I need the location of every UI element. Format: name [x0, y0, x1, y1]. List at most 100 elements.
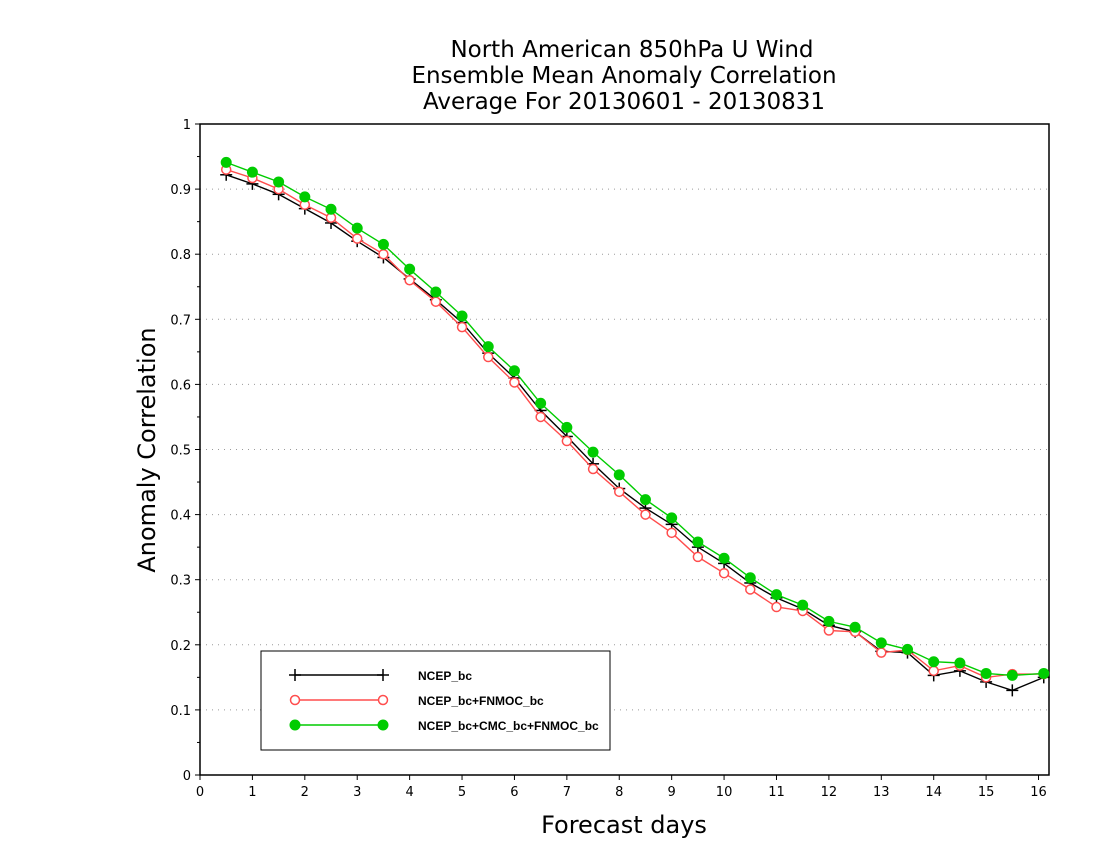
x-tick-label: 12 — [821, 785, 838, 800]
data-point — [797, 599, 809, 611]
data-point — [928, 665, 939, 677]
chart-title-line-3: Average For 20130601 - 20130831 — [423, 89, 825, 115]
data-point — [954, 657, 966, 669]
x-tick-label: 16 — [1030, 785, 1047, 800]
data-point — [351, 222, 363, 234]
data-point — [770, 589, 782, 601]
data-point — [351, 233, 363, 244]
data-point — [875, 637, 887, 649]
x-tick-label: 3 — [353, 785, 361, 800]
series-2 — [220, 156, 1050, 681]
data-point — [430, 286, 442, 298]
data-point — [404, 263, 416, 275]
data-point — [561, 435, 573, 447]
data-point — [902, 643, 913, 655]
data-point — [535, 411, 546, 423]
legend-label: NCEP_bc+CMC_bc+FNMOC_bc — [418, 719, 599, 733]
y-axis-label: Anomaly Correlation — [133, 327, 161, 572]
data-point — [876, 647, 887, 658]
legend-marker-start — [289, 694, 301, 706]
x-tick-label: 9 — [668, 785, 676, 800]
legend-marker-start — [289, 719, 301, 731]
legend-marker-end — [377, 669, 389, 681]
legend-label: NCEP_bc+FNMOC_bc — [418, 694, 544, 708]
y-tick-label: 0.7 — [170, 313, 191, 328]
data-point — [587, 463, 599, 475]
data-point — [980, 667, 992, 679]
data-point — [823, 615, 835, 627]
legend-marker-end — [377, 694, 389, 706]
data-point — [640, 509, 651, 520]
chart-title-line-1: North American 850hPa U Wind — [450, 37, 813, 63]
x-tick-label: 11 — [768, 785, 785, 800]
data-point — [692, 551, 704, 563]
data-point — [639, 494, 651, 506]
y-tick-label: 0.1 — [170, 704, 191, 719]
data-point — [246, 166, 258, 178]
x-tick-label: 10 — [716, 785, 733, 800]
data-point — [508, 365, 520, 377]
data-point — [325, 203, 337, 215]
data-point — [456, 321, 468, 333]
x-tick-label: 1 — [248, 785, 256, 800]
data-point — [745, 584, 756, 595]
data-point — [1006, 669, 1018, 681]
data-point — [613, 469, 625, 481]
x-tick-label: 8 — [615, 785, 623, 800]
data-point — [692, 536, 704, 548]
data-point — [823, 625, 835, 636]
data-point — [718, 552, 730, 564]
data-point — [614, 486, 625, 498]
legend-entry-2: NCEP_bc+CMC_bc+FNMOC_bc — [289, 719, 599, 733]
x-tick-label: 0 — [196, 785, 204, 800]
y-tick-label: 1 — [183, 118, 191, 133]
data-series — [220, 156, 1050, 697]
axis-ticks: 00.10.20.30.40.50.60.70.80.910 1 2 3 4 5 6 7 8 9 1… — [170, 118, 1046, 800]
legend: NCEP_bc NCEP_bc+FNMOC_bc NCEP_bc+CMC_bc+FN… — [260, 650, 611, 751]
data-point — [849, 621, 861, 633]
chart-title-line-2: Ensemble Mean Anomaly Correlation — [411, 63, 836, 89]
y-tick-label: 0.9 — [170, 183, 191, 198]
legend-entries: NCEP_bc NCEP_bc+FNMOC_bc NCEP_bc+CMC_bc+FN… — [289, 669, 599, 733]
x-tick-label: 5 — [458, 785, 466, 800]
data-point — [378, 248, 389, 260]
data-point — [273, 176, 285, 188]
data-point — [744, 572, 756, 584]
data-point — [1006, 684, 1019, 697]
data-point — [430, 296, 442, 307]
legend-entry-0: NCEP_bc — [289, 669, 472, 683]
x-tick-label: 6 — [510, 785, 518, 800]
data-point — [666, 527, 677, 539]
x-tick-label: 15 — [978, 785, 995, 800]
data-point — [220, 156, 232, 168]
x-tick-label: 4 — [405, 785, 413, 800]
x-tick-label: 14 — [925, 785, 942, 800]
data-point — [928, 656, 940, 668]
data-point — [456, 310, 468, 322]
data-point — [1038, 667, 1050, 679]
data-point — [482, 351, 494, 363]
x-axis-label: Forecast days — [541, 811, 707, 839]
data-point — [482, 341, 494, 353]
x-tick-label: 13 — [873, 785, 890, 800]
data-point — [299, 191, 311, 203]
legend-marker-start — [289, 669, 301, 681]
data-point — [535, 397, 547, 409]
data-point — [666, 512, 678, 524]
y-tick-label: 0 — [183, 769, 191, 784]
data-point — [718, 567, 730, 579]
data-point — [404, 274, 415, 286]
legend-entry-1: NCEP_bc+FNMOC_bc — [289, 694, 544, 708]
y-tick-label: 0.5 — [170, 444, 191, 459]
data-point — [509, 377, 520, 388]
y-tick-label: 0.6 — [170, 378, 191, 393]
x-tick-label: 2 — [301, 785, 309, 800]
data-point — [561, 421, 573, 433]
y-tick-label: 0.2 — [170, 639, 191, 654]
data-point — [377, 238, 389, 250]
y-tick-label: 0.3 — [170, 574, 191, 589]
legend-marker-end — [377, 719, 389, 731]
data-point — [587, 446, 599, 458]
legend-label: NCEP_bc — [418, 669, 472, 683]
